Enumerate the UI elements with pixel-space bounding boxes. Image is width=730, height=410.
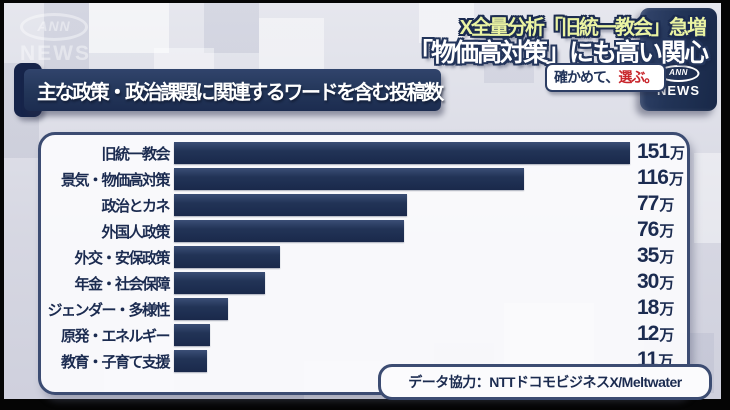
value-label: 116万 bbox=[637, 166, 684, 189]
watermark-news-label: NEWS bbox=[20, 42, 91, 65]
title-banner: 主な政策・政治課題に関連するワードを含む投稿数 bbox=[24, 69, 444, 111]
badge-news-label: NEWS bbox=[657, 83, 700, 98]
headline-line1: X全量分析「旧統一教会」急増 bbox=[459, 17, 707, 39]
chart-title: 主な政策・政治課題に関連するワードを含む投稿数 bbox=[37, 81, 444, 104]
chart-row: 外国人政策 76万 bbox=[41, 218, 687, 242]
category-label: 年金・社会保障 bbox=[74, 275, 170, 293]
category-label: 教育・子育て支援 bbox=[60, 353, 171, 371]
bar-track: 35万 bbox=[174, 244, 674, 268]
tv-screen: ANN NEWS ANN NEWS X全量分析「旧統一教会」急増 「物価高対策」… bbox=[4, 3, 721, 400]
category-label: 政治とカネ bbox=[101, 197, 170, 215]
bar-track: 151万 bbox=[174, 140, 685, 164]
bar: 12万 bbox=[174, 322, 674, 346]
bar: 18万 bbox=[174, 296, 674, 320]
bar: 35万 bbox=[174, 244, 674, 268]
bar: 30万 bbox=[174, 270, 674, 294]
bar: 116万 bbox=[174, 166, 684, 190]
bar-track: 12万 bbox=[174, 322, 674, 346]
unit-label: 万 bbox=[659, 223, 674, 240]
value-label: 30万 bbox=[637, 270, 674, 293]
chart-row: 旧統一教会 151万 bbox=[41, 140, 687, 164]
bar-track: 30万 bbox=[174, 270, 674, 294]
chart-row: 政治とカネ 77万 bbox=[41, 192, 687, 216]
chart-row: 景気・物価高対策 116万 bbox=[41, 166, 687, 190]
category-label: 景気・物価高対策 bbox=[60, 171, 171, 189]
category-label: 外国人政策 bbox=[101, 223, 170, 241]
category-label: 原発・エネルギー bbox=[60, 327, 171, 345]
value-label: 76万 bbox=[637, 218, 674, 241]
bar-track: 77万 bbox=[174, 192, 674, 216]
value-label: 18万 bbox=[637, 296, 674, 319]
unit-label: 万 bbox=[670, 145, 685, 162]
value-label: 12万 bbox=[637, 322, 674, 345]
unit-label: 万 bbox=[659, 197, 674, 214]
category-label: 外交・安保政策 bbox=[74, 249, 170, 267]
slogan-badge: 確かめて、選ぶ。 bbox=[545, 63, 667, 92]
bar-track: 18万 bbox=[174, 296, 674, 320]
unit-label: 万 bbox=[659, 275, 674, 292]
chart-row: ジェンダー・多様性 18万 bbox=[41, 296, 687, 320]
bar: 151万 bbox=[174, 140, 685, 164]
category-label: ジェンダー・多様性 bbox=[47, 301, 170, 319]
chart-row: 年金・社会保障 30万 bbox=[41, 270, 687, 294]
bar: 11万 bbox=[174, 348, 673, 372]
unit-label: 万 bbox=[659, 249, 674, 266]
chart-rows: 旧統一教会 151万景気・物価高対策 116万政治とカネ 77万外国人政策 76万外交・… bbox=[41, 140, 687, 376]
chart-row: 原発・エネルギー 12万 bbox=[41, 322, 687, 346]
unit-label: 万 bbox=[659, 327, 674, 344]
channel-badge: ANN NEWS bbox=[657, 65, 700, 98]
unit-label: 万 bbox=[659, 301, 674, 318]
data-credit-box: データ協力：NTTドコモビジネスX/Meltwater bbox=[378, 364, 712, 400]
chart-row: 外交・安保政策 35万 bbox=[41, 244, 687, 268]
ann-logo-icon: ANN bbox=[20, 13, 88, 41]
unit-label: 万 bbox=[668, 171, 684, 188]
bar-track: 76万 bbox=[174, 218, 674, 242]
headline-line2: 「物価高対策」にも高い関心 bbox=[407, 39, 709, 67]
bar-track: 116万 bbox=[174, 166, 684, 190]
bar: 76万 bbox=[174, 218, 674, 242]
value-label: 77万 bbox=[637, 192, 674, 215]
ann-news-watermark: ANN NEWS bbox=[20, 13, 91, 66]
category-label: 旧統一教会 bbox=[101, 145, 170, 163]
slogan-dark-text: 確かめて、 bbox=[554, 69, 619, 85]
bar: 77万 bbox=[174, 192, 674, 216]
value-label: 35万 bbox=[637, 244, 674, 267]
slogan-red-text: 選ぶ。 bbox=[618, 69, 658, 85]
value-label: 151万 bbox=[637, 140, 685, 163]
corner-tab: ANN NEWS bbox=[640, 8, 717, 111]
chart-panel: 旧統一教会 151万景気・物価高対策 116万政治とカネ 77万外国人政策 76万外交・… bbox=[38, 132, 690, 395]
data-credit-text: データ協力：NTTドコモビジネスX/Meltwater bbox=[408, 374, 682, 390]
